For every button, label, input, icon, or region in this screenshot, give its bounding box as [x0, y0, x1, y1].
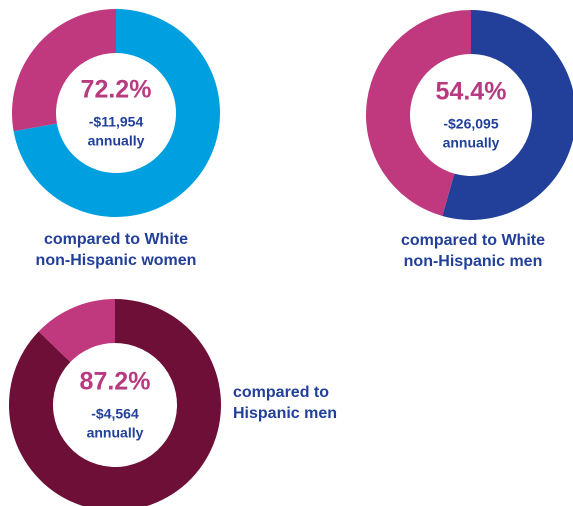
center-percent: 87.2% [80, 368, 151, 396]
caption-line: compared to White [401, 232, 545, 249]
center-amount: -$26,095 [443, 116, 498, 132]
donut-segment [11, 9, 116, 132]
caption-line: non-Hispanic women [36, 252, 197, 269]
donut-segment [9, 299, 221, 506]
caption-line: compared to White [44, 231, 188, 248]
donut-segment [38, 299, 115, 362]
donut-segment [365, 10, 471, 217]
donut-segment [442, 10, 573, 220]
center-percent: 54.4% [436, 78, 507, 106]
donut-segment [13, 9, 220, 218]
center-amount: -$11,954 [89, 114, 144, 130]
caption-line: non-Hispanic men [404, 253, 543, 270]
center-note: annually [87, 425, 144, 441]
center-note: annually [443, 135, 500, 151]
caption-line: Hispanic men [233, 405, 337, 422]
center-amount: -$4,564 [91, 406, 139, 422]
caption-line: compared to [233, 384, 329, 401]
center-percent: 72.2% [81, 76, 152, 104]
center-note: annually [88, 133, 145, 149]
